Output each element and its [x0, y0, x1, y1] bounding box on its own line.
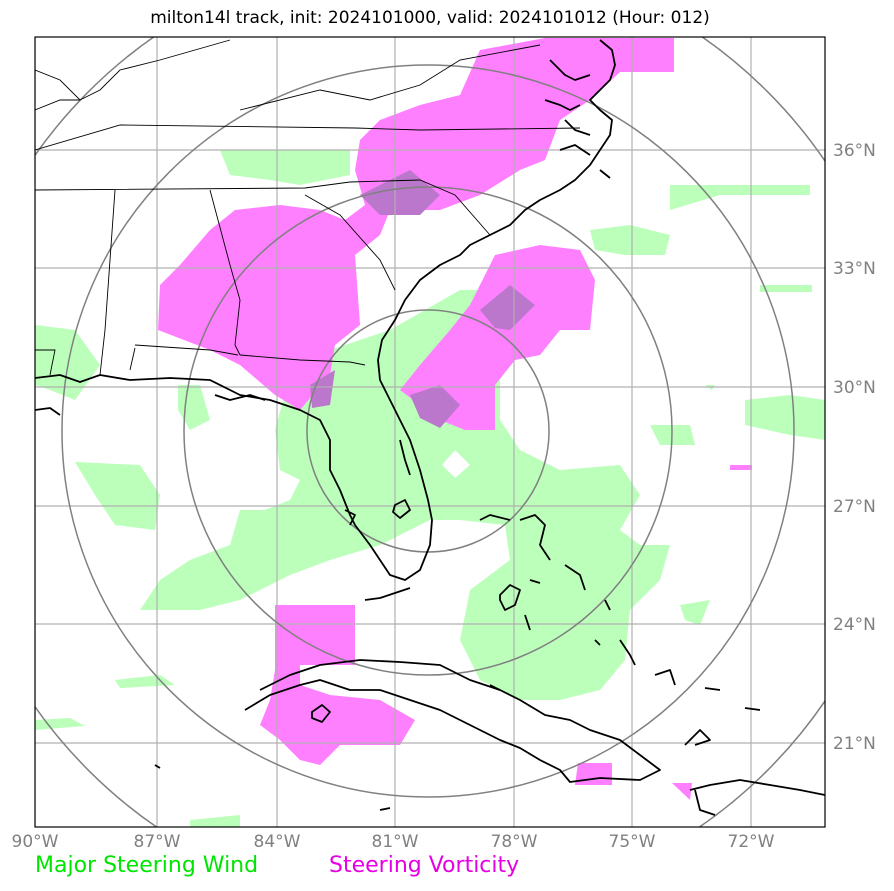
lon-label-84w: 84°W — [253, 832, 301, 852]
overlap-shading — [310, 170, 535, 428]
lat-label-24n: 24°N — [833, 615, 876, 635]
legend-steering-vorticity: Steering Vorticity — [329, 853, 520, 878]
steering-vorticity-shading — [158, 38, 752, 800]
lat-label-21n: 21°N — [833, 734, 876, 754]
lat-label-30n: 30°N — [833, 378, 876, 398]
coastline — [35, 39, 825, 816]
map-title: milton14l track, init: 2024101000, valid… — [150, 8, 710, 28]
lat-label-36n: 36°N — [833, 141, 876, 161]
graticule — [35, 37, 825, 827]
lon-label-75w: 75°W — [608, 832, 656, 852]
lon-label-78w: 78°W — [490, 832, 538, 852]
lat-label-27n: 27°N — [833, 497, 876, 517]
lon-label-90w: 90°W — [11, 832, 59, 852]
lon-label-81w: 81°W — [371, 832, 419, 852]
legend-steering-wind: Major Steering Wind — [35, 853, 259, 878]
lon-label-87w: 87°W — [133, 832, 181, 852]
lon-label-72w: 72°W — [727, 832, 775, 852]
lat-label-33n: 33°N — [833, 259, 876, 279]
state-borders — [35, 39, 581, 376]
